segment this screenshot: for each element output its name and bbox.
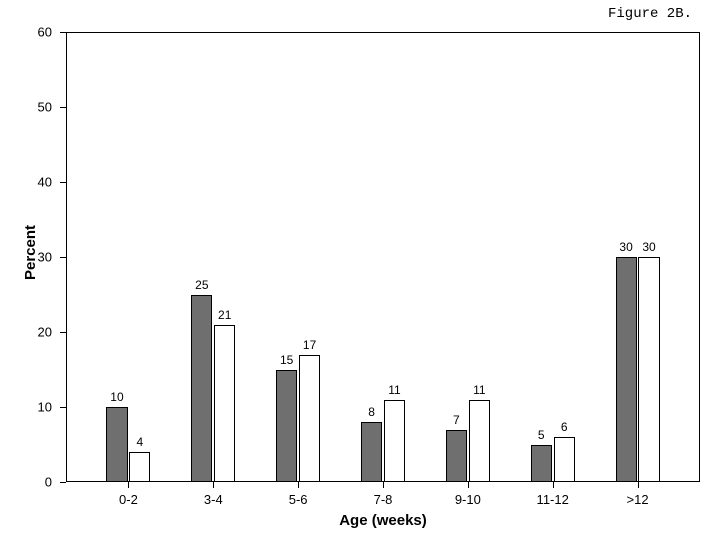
bar-value-label: 4 [137, 435, 144, 452]
bar-value-label: 30 [642, 240, 655, 257]
bar [554, 437, 575, 482]
bar [616, 257, 637, 482]
plot-area: 01020304050600-21043-425215-615177-88119… [66, 32, 700, 482]
bar [129, 452, 150, 482]
y-tick-mark [60, 407, 66, 408]
bar-value-label: 6 [561, 420, 568, 437]
bar-value-label: 11 [473, 383, 485, 400]
y-axis-title: Percent [22, 224, 39, 279]
bar-value-label: 10 [110, 390, 123, 407]
x-tick-label: >12 [627, 482, 649, 507]
bar [361, 422, 382, 482]
x-tick-label: 5-6 [289, 482, 308, 507]
bar [384, 400, 405, 483]
bar-value-label: 7 [453, 413, 460, 430]
bar-value-label: 30 [619, 240, 632, 257]
bar [638, 257, 659, 482]
y-tick-mark [60, 257, 66, 258]
x-tick-label: 9-10 [455, 482, 481, 507]
bar-value-label: 17 [303, 338, 316, 355]
bar [446, 430, 467, 483]
bar [276, 370, 297, 483]
figure-container: Figure 2B. 01020304050600-21043-425215-6… [0, 0, 714, 541]
bar [191, 295, 212, 483]
bar [214, 325, 235, 483]
y-tick-mark [60, 107, 66, 108]
bar-value-label: 25 [195, 278, 208, 295]
bar [106, 407, 127, 482]
bar-value-label: 15 [280, 353, 293, 370]
y-tick-mark [60, 32, 66, 33]
y-tick-mark [60, 482, 66, 483]
x-axis-title: Age (weeks) [66, 512, 700, 529]
y-tick-mark [60, 182, 66, 183]
bar-value-label: 11 [388, 383, 400, 400]
bar-value-label: 5 [538, 428, 545, 445]
bar-value-label: 21 [218, 308, 231, 325]
bar [469, 400, 490, 483]
bar-value-label: 8 [368, 405, 375, 422]
x-tick-label: 7-8 [374, 482, 393, 507]
x-tick-label: 3-4 [204, 482, 223, 507]
x-tick-label: 0-2 [119, 482, 138, 507]
y-tick-mark [60, 332, 66, 333]
figure-caption: Figure 2B. [608, 6, 692, 22]
bar [299, 355, 320, 483]
x-tick-label: 11-12 [537, 482, 569, 507]
bar [531, 445, 552, 483]
